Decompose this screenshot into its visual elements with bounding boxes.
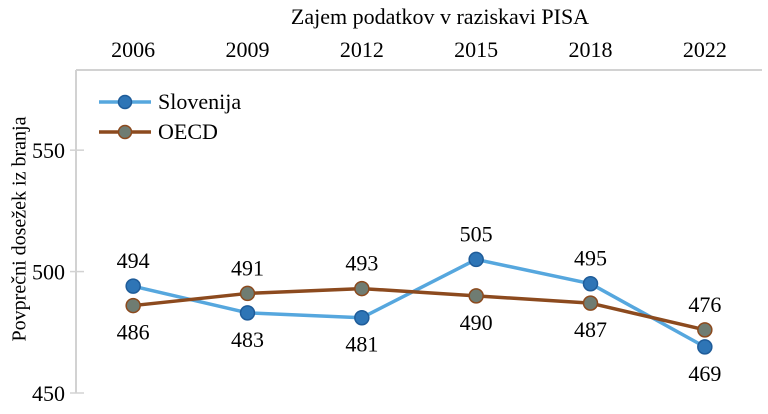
data-label-slovenija: 483 xyxy=(231,327,264,352)
legend-item-slovenija: Slovenija xyxy=(98,87,241,117)
legend-marker-icon xyxy=(117,124,133,140)
data-label-slovenija: 469 xyxy=(688,361,721,386)
marker-slovenija xyxy=(354,309,370,326)
chart-legend: Slovenija OECD xyxy=(98,87,241,147)
y-tick-label: 550 xyxy=(32,138,65,163)
marker-slovenija xyxy=(468,251,484,268)
marker-slovenija xyxy=(125,278,141,294)
x-tick-label: 2012 xyxy=(340,37,384,62)
marker-oecd xyxy=(582,295,599,311)
marker-slovenija xyxy=(697,339,713,355)
data-label-oecd: 493 xyxy=(345,251,378,276)
data-label-oecd: 487 xyxy=(574,317,607,342)
series-line-slovenija xyxy=(131,257,707,349)
x-tick-label: 2006 xyxy=(111,37,155,62)
marker-oecd xyxy=(697,322,713,338)
data-label-oecd: 476 xyxy=(688,292,721,317)
chart-title: Zajem podatkov v raziskavi PISA xyxy=(290,4,590,29)
data-label-slovenija: 481 xyxy=(345,332,378,357)
data-label-oecd: 490 xyxy=(460,310,493,335)
series-line-oecd xyxy=(131,286,707,332)
y-tick-label: 450 xyxy=(32,381,65,406)
data-label-slovenija: 495 xyxy=(574,246,607,271)
x-tick-label: 2022 xyxy=(683,37,727,62)
marker-oecd xyxy=(468,288,484,304)
marker-oecd xyxy=(125,297,141,314)
data-label-slovenija: 505 xyxy=(460,221,493,246)
legend-swatch-slovenija xyxy=(99,94,151,110)
x-tick-label: 2009 xyxy=(226,37,270,62)
marker-oecd xyxy=(354,280,370,297)
data-label-oecd: 486 xyxy=(117,320,150,345)
data-label-slovenija: 494 xyxy=(117,248,150,273)
legend-label-oecd: OECD xyxy=(158,119,218,144)
x-tick-label: 2015 xyxy=(454,37,498,62)
marker-slovenija xyxy=(239,305,256,321)
marker-slovenija xyxy=(582,275,599,292)
legend-swatch-oecd xyxy=(99,124,151,140)
legend-marker-icon xyxy=(117,94,133,110)
legend-item-oecd: OECD xyxy=(98,117,241,147)
x-tick-label: 2018 xyxy=(569,37,613,62)
data-label-oecd: 491 xyxy=(231,255,264,280)
marker-oecd xyxy=(239,285,256,302)
legend-label-slovenija: Slovenija xyxy=(158,89,242,114)
y-tick-label: 500 xyxy=(32,260,65,285)
